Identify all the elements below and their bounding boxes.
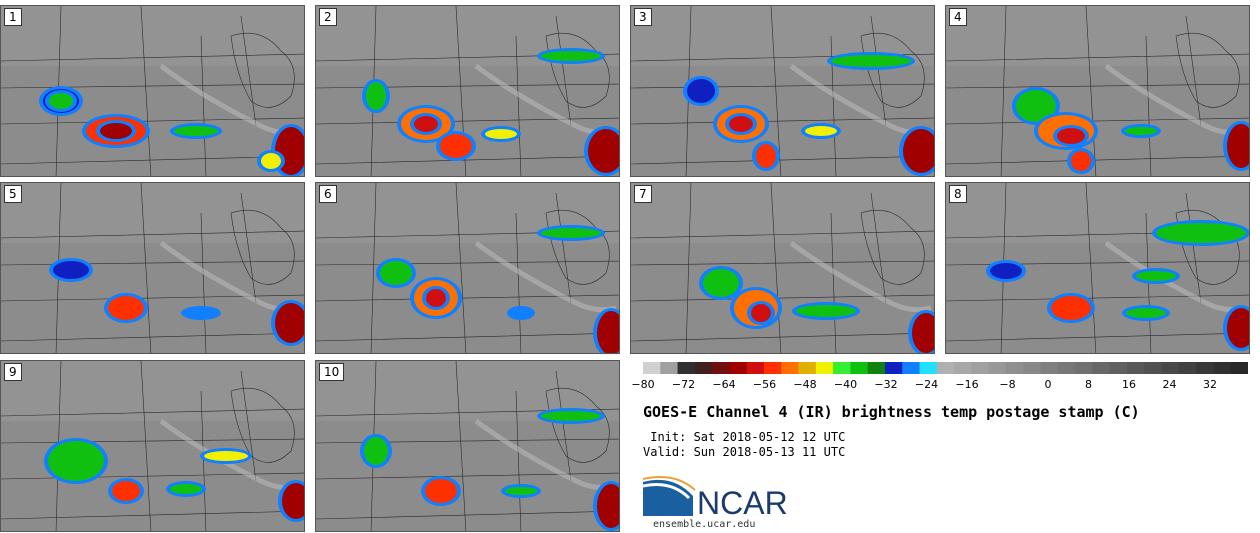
colorbar-bin <box>1144 362 1163 374</box>
colorbar-bin <box>954 362 972 374</box>
colorbar-bin <box>1040 362 1059 374</box>
colorbar-bin <box>712 362 730 374</box>
ir-map <box>316 361 619 531</box>
colorbar-bin <box>660 362 679 374</box>
colorbar-tick-label: −24 <box>914 378 939 391</box>
colorbar-bin <box>1196 362 1214 374</box>
panel-number: 5 <box>4 185 22 203</box>
ir-map <box>631 183 934 353</box>
colorbar-bin <box>1109 362 1128 374</box>
map-panel-5: 5 <box>0 182 305 354</box>
colorbar-bin <box>764 362 782 374</box>
ncar-logo-icon: NCAR <box>643 476 788 518</box>
ir-map <box>946 183 1249 353</box>
colorbar-bin <box>781 362 800 374</box>
map-panel-8: 8 <box>945 182 1250 354</box>
map-panel-1: 1 <box>0 5 305 177</box>
colorbar-tick-label: 32 <box>1203 378 1217 391</box>
colorbar-tick-label: 16 <box>1122 378 1136 391</box>
ir-map <box>1 6 304 176</box>
colorbar-ticks: −80 −72 −64 −56 −48 −40 −32 −24 −16 −8 0 8 16 24 32 <box>631 378 1260 394</box>
colorbar-tick-label: −8 <box>999 378 1016 391</box>
map-panel-6: 6 <box>315 182 620 354</box>
logo-text: NCAR <box>697 485 788 518</box>
panel-number: 9 <box>4 363 22 381</box>
colorbar-bin <box>1006 362 1024 374</box>
colorbar-bin <box>833 362 851 374</box>
map-panel-3: 3 <box>630 5 935 177</box>
ir-map <box>631 6 934 176</box>
colorbar-bin <box>1092 362 1111 374</box>
map-panel-10: 10 <box>315 360 620 532</box>
colorbar-bin <box>850 362 869 374</box>
colorbar-tick-label: 24 <box>1162 378 1177 391</box>
panel-number: 7 <box>634 185 652 203</box>
colorbar-tick-label: −32 <box>874 378 898 391</box>
init-time: Init: Sat 2018-05-12 12 UTC <box>643 430 846 444</box>
panel-number: 10 <box>319 363 345 381</box>
panel-number: 6 <box>319 185 337 203</box>
panel-number: 8 <box>949 185 967 203</box>
figure-title: GOES-E Channel 4 (IR) brightness temp po… <box>643 403 1140 421</box>
colorbar-bin <box>971 362 990 374</box>
panel-number: 2 <box>319 8 337 26</box>
colorbar-bin <box>1230 362 1248 374</box>
panel-number: 4 <box>949 8 967 26</box>
colorbar-bin <box>815 362 834 374</box>
colorbar-tick-label: 0 <box>1044 378 1052 391</box>
colorbar-bin <box>746 362 765 374</box>
valid-time: Valid: Sun 2018-05-13 11 UTC <box>643 445 846 459</box>
ir-map <box>1 183 304 353</box>
map-panel-4: 4 <box>945 5 1250 177</box>
ir-map <box>316 6 619 176</box>
colorbar-tick-label: −48 <box>793 378 817 391</box>
colorbar-tick-label: −64 <box>712 378 736 391</box>
colorbar-tick-label: 8 <box>1085 378 1092 391</box>
panel-number: 1 <box>4 8 22 26</box>
colorbar-bin <box>936 362 955 374</box>
panel-number: 3 <box>634 8 652 26</box>
colorbar-tick-label: −16 <box>955 378 979 391</box>
map-panel-9: 9 <box>0 360 305 532</box>
colorbar-tick-label: −80 <box>631 378 655 391</box>
site-url: ensemble.ucar.edu <box>653 519 756 530</box>
map-panel-7: 7 <box>630 182 935 354</box>
colorbar-bin <box>885 362 903 374</box>
map-panel-2: 2 <box>315 5 620 177</box>
colorbar-bin <box>1075 362 1093 374</box>
ir-map <box>1 361 304 531</box>
colorbar-bin <box>643 362 661 374</box>
colorbar-bin <box>1023 362 1042 374</box>
colorbar-bin <box>1213 362 1232 374</box>
colorbar-bin <box>988 362 1007 374</box>
colorbar-bin <box>1127 362 1145 374</box>
colorbar <box>643 362 1248 374</box>
colorbar-tick-label: −40 <box>833 378 858 391</box>
colorbar-bin <box>867 362 886 374</box>
colorbar-bin <box>798 362 817 374</box>
ir-map <box>946 6 1249 176</box>
colorbar-bin <box>729 362 748 374</box>
colorbar-bin <box>694 362 713 374</box>
ir-map <box>316 183 619 353</box>
colorbar-tick-label: −72 <box>671 378 696 391</box>
colorbar-tick-label: −56 <box>752 378 777 391</box>
colorbar-bin <box>1057 362 1076 374</box>
colorbar-bin <box>919 362 938 374</box>
colorbar-bin <box>902 362 921 374</box>
colorbar-bin <box>1178 362 1197 374</box>
colorbar-bin <box>1161 362 1180 374</box>
colorbar-bin <box>677 362 696 374</box>
